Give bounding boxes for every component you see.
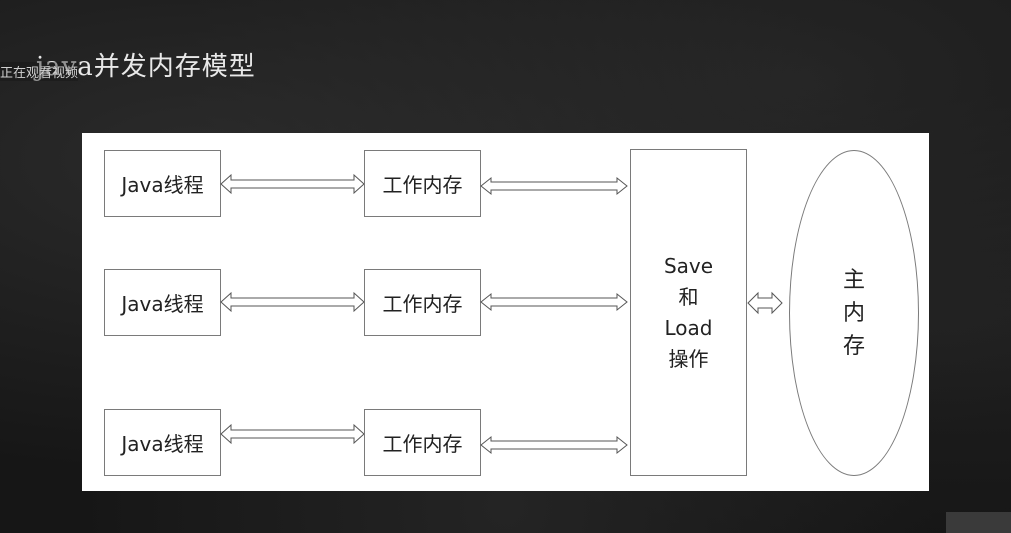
- double-arrow-thread3-work3: [220, 423, 365, 445]
- save-load-operation-box: Save 和 Load 操作: [630, 149, 747, 476]
- java-thread-box-1: Java线程: [104, 150, 221, 217]
- java-thread-box-3: Java线程: [104, 409, 221, 476]
- save-load-line-3: Load: [664, 315, 713, 340]
- double-arrow-thread1-work1: [220, 173, 365, 195]
- main-memory-line-2: 内: [842, 300, 865, 326]
- watching-overlay-text: 正在观看视频: [0, 62, 79, 81]
- double-arrow-work1-saveload: [480, 176, 628, 196]
- main-memory-line-3: 存: [842, 333, 865, 359]
- work-memory-box-2: 工作内存: [364, 269, 481, 336]
- double-arrow-thread2-work2: [220, 291, 365, 313]
- memory-model-diagram: Java线程 工作内存 Java线程 工作内存 Java线程 工作内存 Save…: [82, 133, 929, 491]
- double-arrow-work2-saveload: [480, 292, 628, 312]
- work-memory-box-3: 工作内存: [364, 409, 481, 476]
- double-arrow-work3-saveload: [480, 435, 628, 455]
- main-memory-line-1: 主: [842, 267, 865, 293]
- save-load-line-1: Save: [663, 253, 714, 278]
- java-thread-box-2: Java线程: [104, 269, 221, 336]
- slide-title: java并发内存模型: [36, 52, 256, 82]
- save-load-line-4: 操作: [668, 346, 709, 371]
- double-arrow-saveload-mainmemory: [747, 291, 783, 315]
- save-load-line-2: 和: [678, 284, 699, 309]
- work-memory-box-1: 工作内存: [364, 150, 481, 217]
- main-memory-ellipse: 主 内 存: [789, 150, 919, 476]
- video-control-corner: [946, 512, 1011, 533]
